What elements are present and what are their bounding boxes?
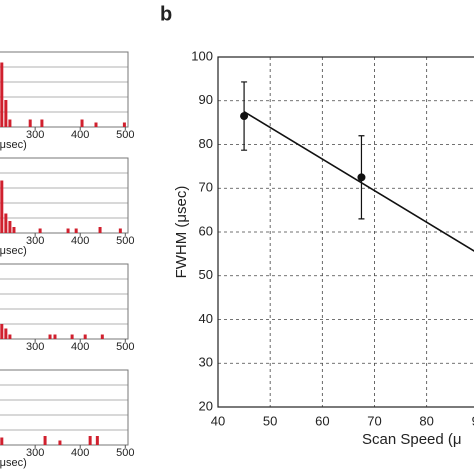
bar [0,437,4,445]
x-tick-label: 60 [315,413,329,428]
x-tick-label: 500 [116,447,134,459]
bar [8,221,12,233]
x-tick-label: 400 [71,341,89,353]
bar [95,436,99,445]
y-tick-label: 70 [199,180,213,195]
bar [43,436,47,445]
x-tick-label: 40 [211,413,225,428]
bar [74,228,78,233]
bar [8,334,12,339]
bar [0,62,4,127]
fit-line [243,111,474,252]
plot-frame [0,263,129,340]
y-tick-label: 80 [199,136,213,151]
y-axis-label: FWHM (μsec) [173,186,190,279]
x-tick-label: 300 [26,235,44,247]
bar [4,100,8,127]
bar [48,334,52,339]
bar [122,122,126,127]
bar [38,228,42,233]
y-tick-label: 90 [199,92,213,107]
bar [70,334,74,339]
x-tick-label: 50 [263,413,277,428]
bar [80,119,84,127]
bar [12,227,16,233]
x-axis-label: Scan Speed (μ [362,431,462,448]
x-tick-label: 500 [116,235,134,247]
bar [83,334,87,339]
x-tick-label: 90 [472,413,474,428]
y-tick-label: 30 [199,355,213,370]
x-axis-label: (μsec) [0,457,27,469]
x-tick-label: 400 [71,447,89,459]
plot-frame [0,369,129,446]
bar [100,334,104,339]
x-tick-label: 300 [26,447,44,459]
x-tick-label: 500 [116,341,134,353]
y-tick-label: 60 [199,223,213,238]
bar [58,440,62,445]
bar [66,228,70,233]
y-tick-label: 100 [191,48,213,63]
bar [118,228,122,233]
x-axis-label: (μsec) [0,245,27,257]
bar [0,180,4,233]
y-tick-label: 40 [199,311,213,326]
bar [4,328,8,339]
bar [28,119,32,127]
x-tick-label: 300 [26,129,44,141]
x-axis-label: (μsec) [0,139,27,151]
plot-frame [0,51,129,128]
bar [98,227,102,233]
x-tick-label: 400 [71,235,89,247]
x-tick-label: 400 [71,129,89,141]
x-tick-label: 300 [26,341,44,353]
data-point [240,112,249,121]
x-tick-label: 80 [419,413,433,428]
x-tick-label: 500 [116,129,134,141]
panel-label: b [160,3,172,25]
bar [0,324,4,339]
bar [40,119,44,127]
bar [4,213,8,233]
bar [88,436,92,445]
x-tick-label: 70 [367,413,381,428]
bar [8,119,12,127]
plot-frame [0,157,129,234]
y-tick-label: 50 [199,267,213,282]
y-tick-label: 20 [199,398,213,413]
bar [53,334,57,339]
plot-frame [217,56,474,408]
bar [94,122,98,127]
data-point [357,173,366,182]
